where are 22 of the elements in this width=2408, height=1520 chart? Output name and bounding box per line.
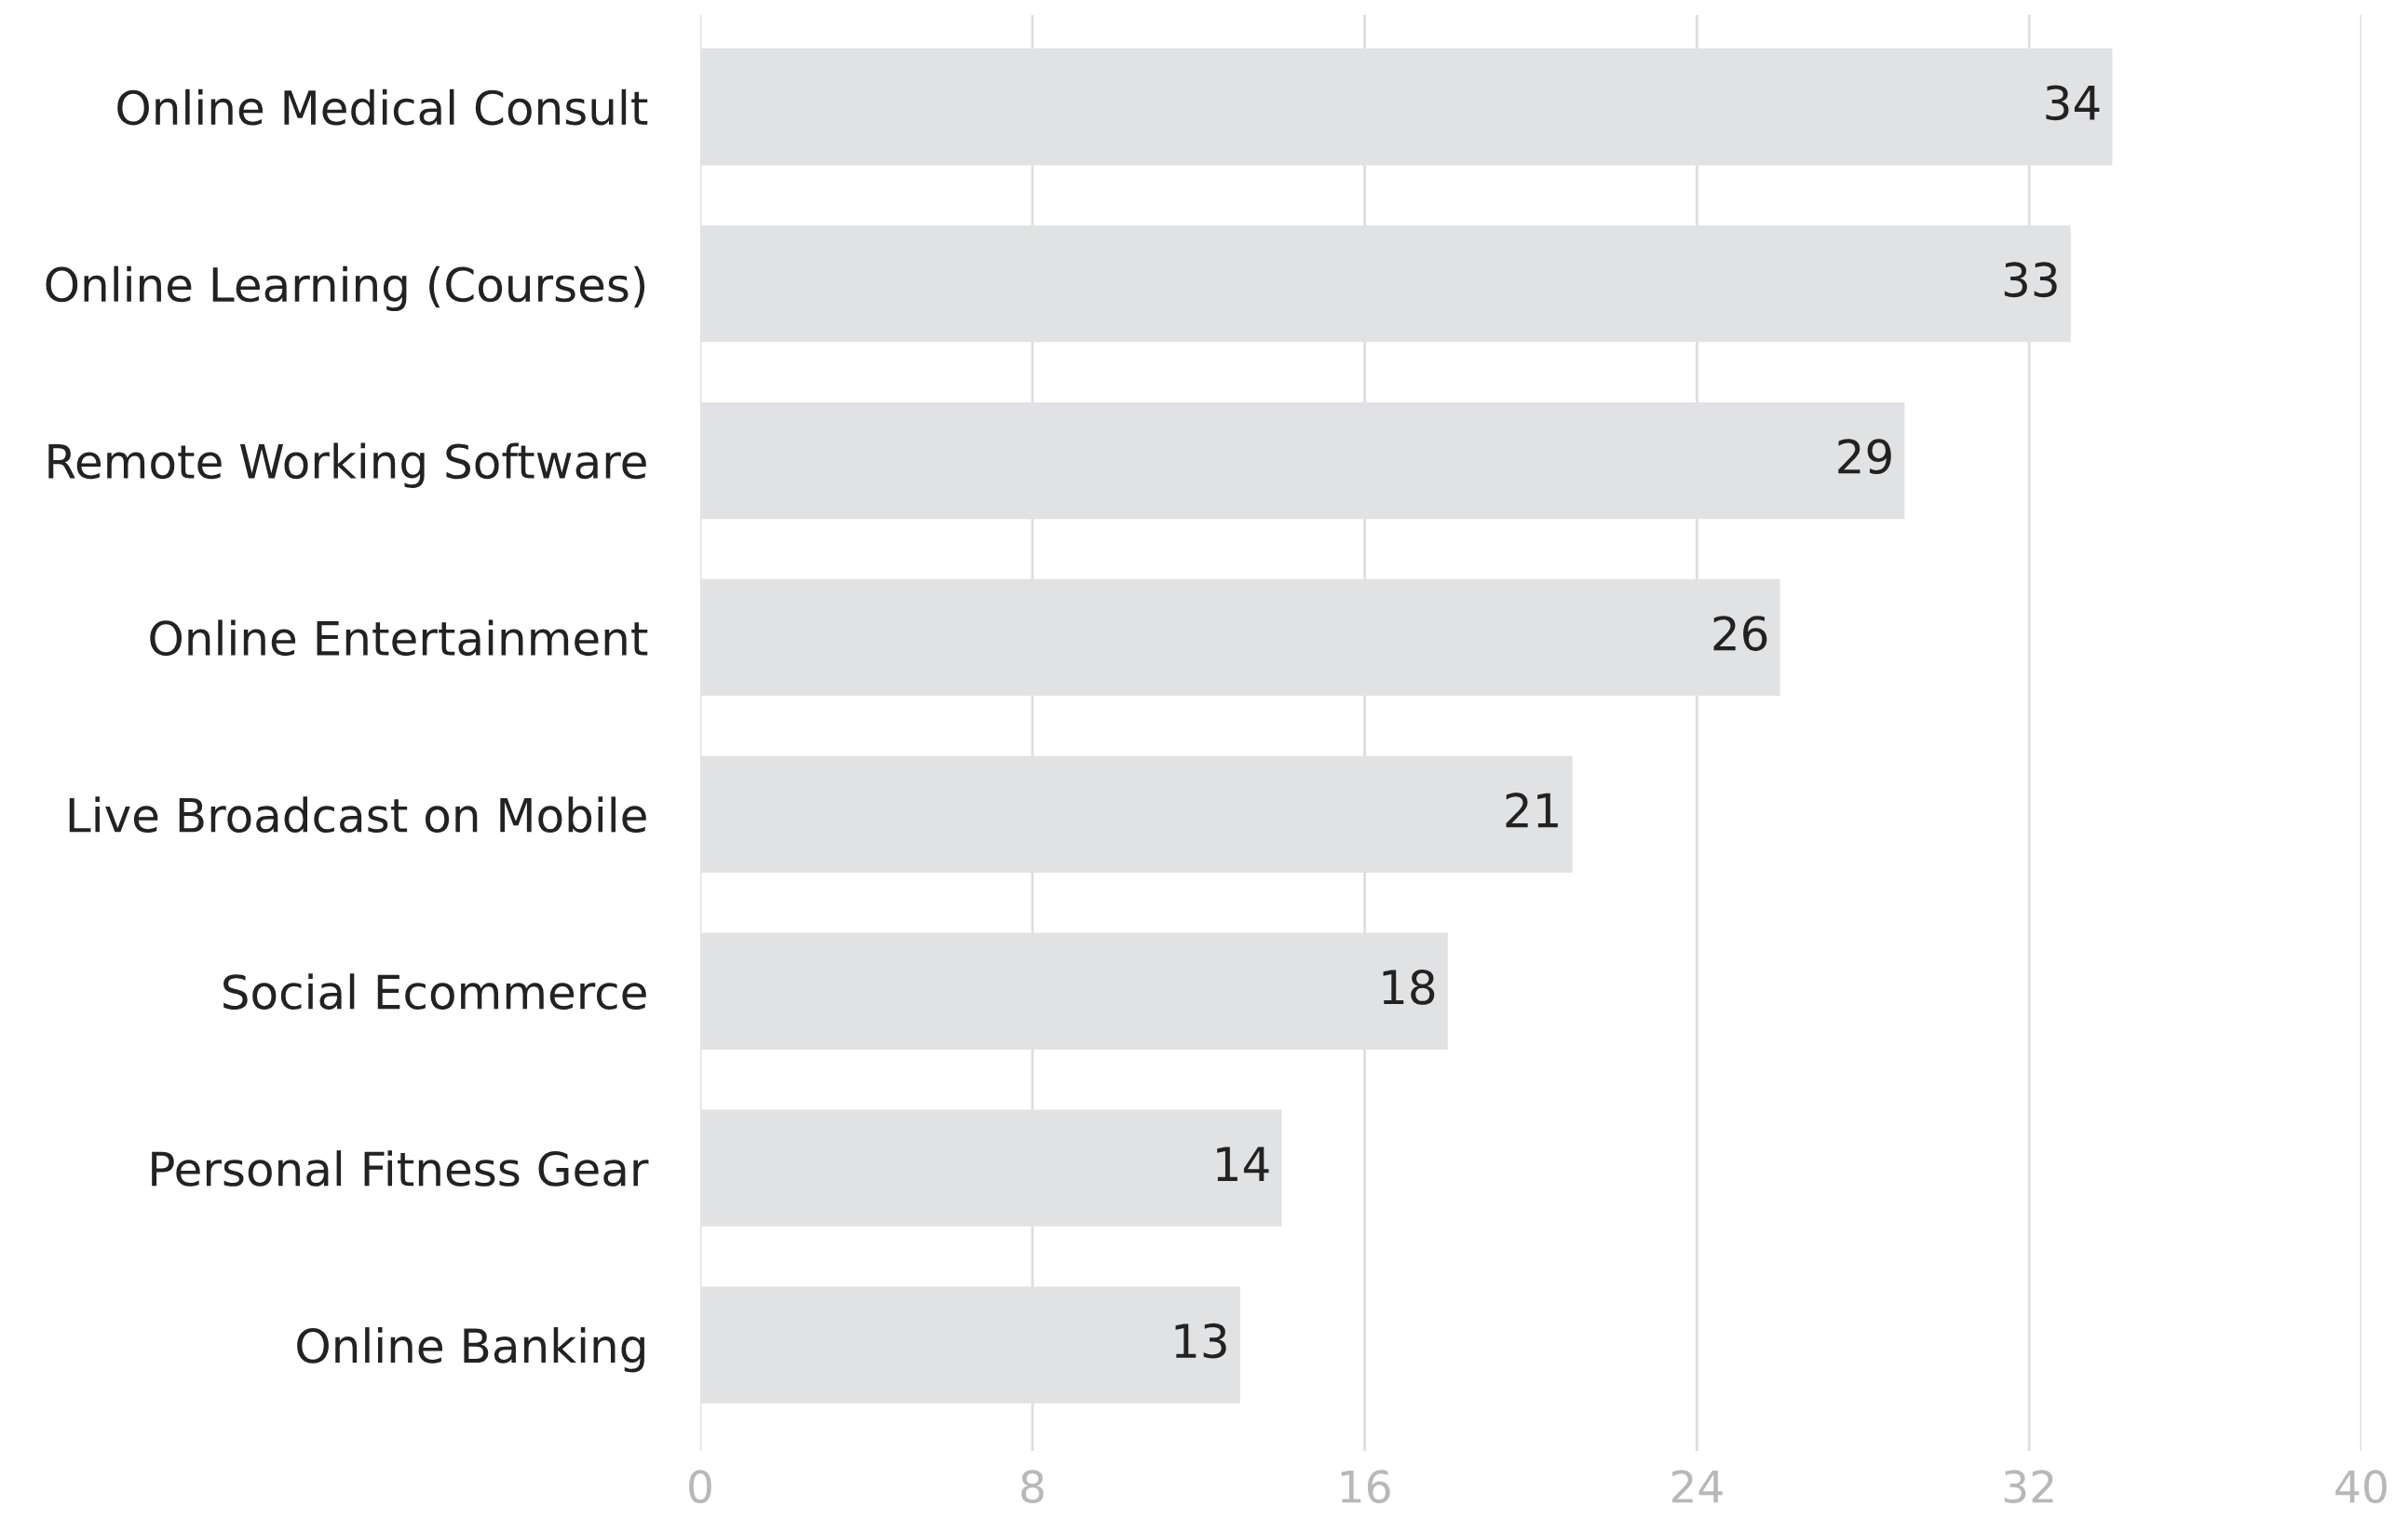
x-tick-label: 40 [2335, 1470, 2387, 1503]
y-tick-label: Online Entertainment [150, 619, 648, 657]
data-label: 18 [1383, 969, 1435, 1005]
y-tick-label: Live Broadcast on Mobile [69, 796, 646, 834]
y-tick-label: Online Medical Consult [117, 88, 648, 126]
y-tick-label: Remote Working Software [48, 442, 646, 488]
x-tick-label: 32 [2004, 1470, 2053, 1503]
x-tick-label: 8 [1021, 1470, 1044, 1503]
x-tick-label: 24 [1671, 1470, 1723, 1503]
data-label: 34 [2046, 85, 2100, 121]
data-label: 33 [2004, 262, 2057, 298]
data-label: 26 [1713, 616, 1767, 651]
data-label: 29 [1838, 439, 1891, 475]
y-tick-label: Online Learning (Courses) [46, 265, 645, 312]
data-label: 14 [1217, 1147, 1269, 1181]
data-label: 13 [1175, 1323, 1226, 1359]
x-tick-label: 0 [689, 1470, 711, 1503]
data-label: 21 [1506, 793, 1558, 828]
y-tick-label: Online Banking [297, 1327, 644, 1373]
x-tick-label: 16 [1341, 1470, 1390, 1503]
y-tick-label: Personal Fitness Gear [152, 1150, 649, 1187]
y-tick-label: Social Ecommerce [223, 973, 646, 1010]
